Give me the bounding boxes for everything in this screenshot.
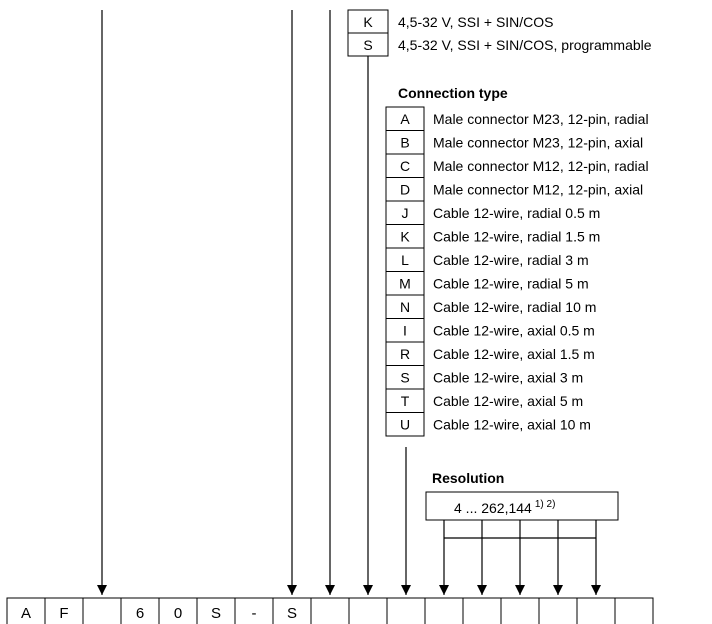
type-code-cell xyxy=(576,597,616,624)
type-code-char: - xyxy=(252,605,257,622)
supply-option-text: 4,5-32 V, SSI + SIN/COS xyxy=(398,14,554,30)
connection-option-code: R xyxy=(400,346,410,362)
connection-option-text: Cable 12-wire, radial 0.5 m xyxy=(433,205,600,221)
connection-option-text: Male connector M12, 12-pin, axial xyxy=(433,182,643,198)
connection-option-code: M xyxy=(399,276,411,292)
type-code-cell xyxy=(82,597,122,624)
type-code-cell xyxy=(386,597,426,624)
connection-option-code: D xyxy=(400,182,410,198)
resolution-box xyxy=(425,491,619,521)
type-code-cell xyxy=(348,597,388,624)
connection-option-text: Cable 12-wire, radial 3 m xyxy=(433,252,589,268)
connection-option-text: Male connector M23, 12-pin, radial xyxy=(433,111,649,127)
connection-option-code: T xyxy=(401,393,410,409)
type-code-cell xyxy=(538,597,578,624)
connection-option-text: Male connector M23, 12-pin, axial xyxy=(433,135,643,151)
position-arrows xyxy=(97,10,411,595)
type-code-char: S xyxy=(211,605,221,622)
type-code-char: F xyxy=(59,605,68,622)
connection-option-text: Cable 12-wire, axial 10 m xyxy=(433,417,591,433)
connection-option-code: N xyxy=(400,299,410,315)
type-code-cell xyxy=(310,597,350,624)
connection-option-code: A xyxy=(400,111,410,127)
resolution-arrows xyxy=(439,520,601,595)
connection-option-text: Cable 12-wire, radial 10 m xyxy=(433,299,596,315)
supply-options-table: K 4,5-32 V, SSI + SIN/COS S 4,5-32 V, SS… xyxy=(347,9,652,57)
connection-option-text: Cable 12-wire, radial 5 m xyxy=(433,276,589,292)
type-code-cell xyxy=(462,597,502,624)
connection-option-code: B xyxy=(400,135,409,151)
resolution-range: 4 ... 262,144 xyxy=(454,500,532,516)
connection-option-text: Cable 12-wire, axial 1.5 m xyxy=(433,346,595,362)
resolution-heading: Resolution xyxy=(432,470,504,486)
type-code-char: A xyxy=(21,605,31,622)
connection-type-heading: Connection type xyxy=(398,85,508,101)
connection-option-text: Male connector M12, 12-pin, radial xyxy=(433,158,649,174)
type-code-cell xyxy=(424,597,464,624)
connection-option-code: C xyxy=(400,158,410,174)
supply-option-text: 4,5-32 V, SSI + SIN/COS, programmable xyxy=(398,37,652,53)
connection-option-code: U xyxy=(400,417,410,433)
type-code-row: A F 6 0 S - S xyxy=(6,597,654,624)
connection-option-code: S xyxy=(400,370,409,386)
connection-option-text: Cable 12-wire, axial 3 m xyxy=(433,370,583,386)
supply-option-code: K xyxy=(363,14,373,30)
type-code-cell xyxy=(614,597,654,624)
connection-option-text: Cable 12-wire, radial 1.5 m xyxy=(433,229,600,245)
connection-option-code: J xyxy=(402,205,409,221)
type-code-char: 0 xyxy=(174,605,182,622)
connection-option-text: Cable 12-wire, axial 0.5 m xyxy=(433,323,595,339)
supply-option-code: S xyxy=(363,37,372,53)
connection-type-table: A Male connector M23, 12-pin, radial B Male… xyxy=(385,106,649,437)
type-code-cell xyxy=(500,597,540,624)
connection-option-code: L xyxy=(401,252,409,268)
resolution-footnotes: 1) 2) xyxy=(535,499,556,510)
connection-option-text: Cable 12-wire, axial 5 m xyxy=(433,393,583,409)
type-code-char: S xyxy=(287,605,297,622)
connection-option-code: I xyxy=(403,323,407,339)
resolution-value: 4 ... 262,144 1) 2) xyxy=(454,499,555,516)
connection-option-code: K xyxy=(400,229,410,245)
type-code-char: 6 xyxy=(136,605,144,622)
